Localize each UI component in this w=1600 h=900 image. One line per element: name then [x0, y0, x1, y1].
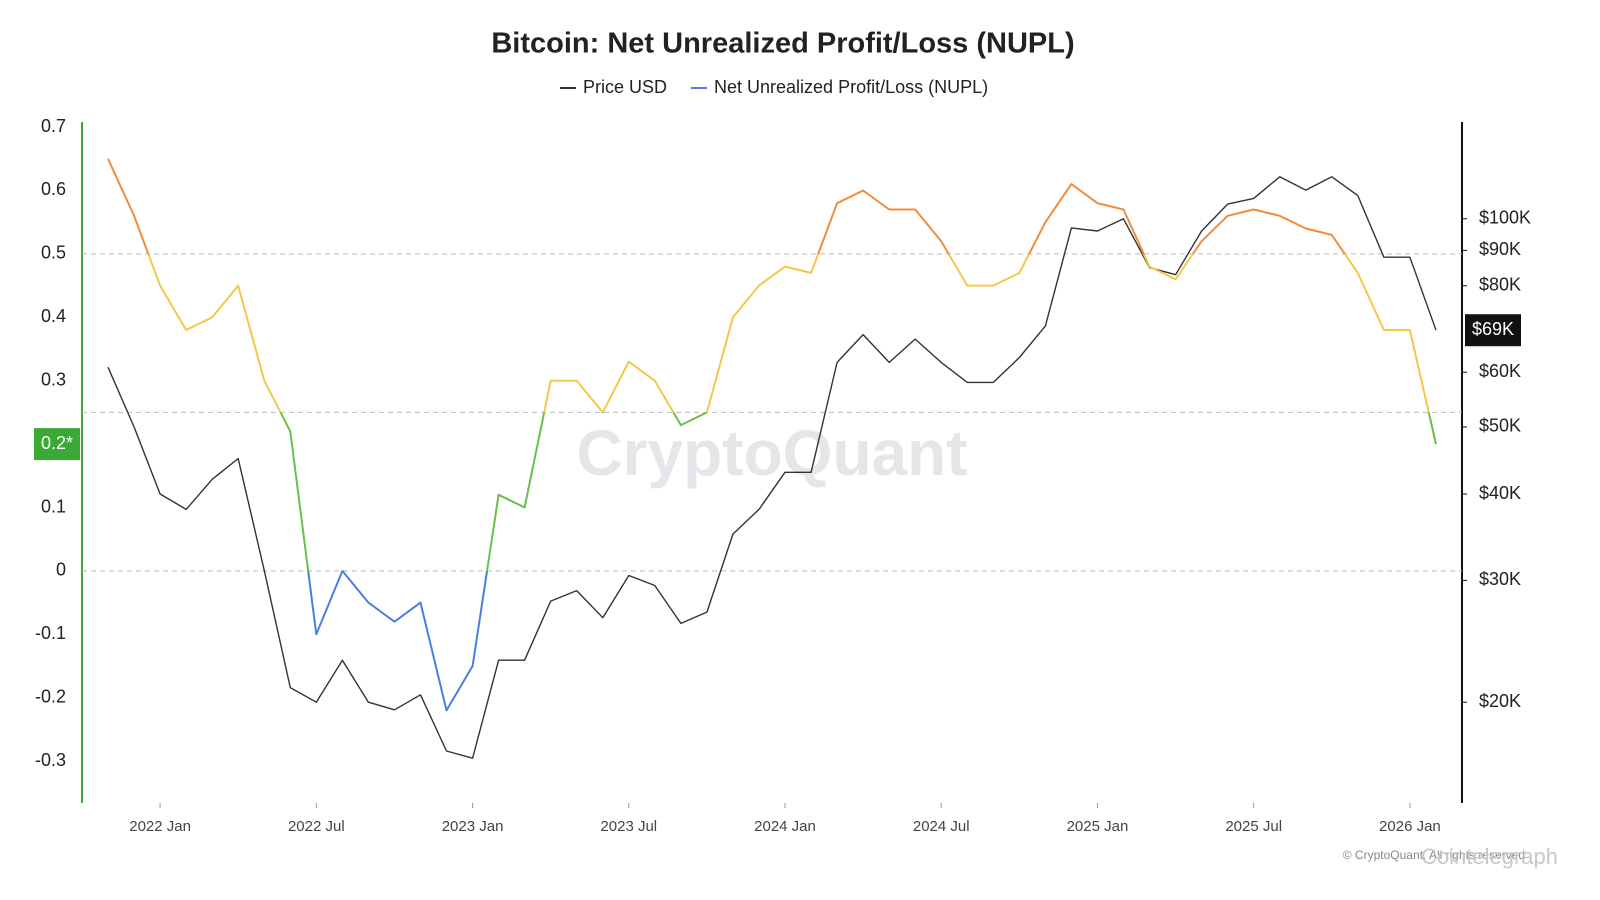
- x-tick-label: 2024 Jul: [913, 818, 970, 835]
- y-tick-label: 0.7: [41, 116, 66, 136]
- x-tick-label: 2026 Jan: [1379, 818, 1441, 835]
- series-line: [107, 158, 1437, 712]
- y-tick-label: -0.2: [35, 686, 66, 706]
- y2-tick-label: $40K: [1479, 483, 1521, 503]
- y2-tick-label: $30K: [1479, 569, 1521, 589]
- annotation-label: $69K: [1472, 319, 1514, 339]
- chart-title: Bitcoin: Net Unrealized Profit/Loss (NUP…: [491, 28, 1074, 60]
- y-tick-label: 0.1: [41, 496, 66, 516]
- y-tick-label: 0.4: [41, 306, 66, 326]
- x-tick-label: 2024 Jan: [754, 818, 816, 835]
- y-tick-label: 0.6: [41, 179, 66, 199]
- y-tick-label: 0.5: [41, 243, 66, 263]
- annotation-badge: [34, 428, 80, 461]
- footer: © CryptoQuant. All rights reserved: [1343, 848, 1525, 862]
- series-line: [107, 176, 1437, 759]
- x-tick-label: 2025 Jan: [1067, 818, 1129, 835]
- y2-tick-label: $60K: [1479, 361, 1521, 381]
- y2-tick-label: $100K: [1479, 208, 1531, 228]
- x-tick-label: 2025 Jul: [1225, 818, 1282, 835]
- x-tick-label: 2022 Jan: [129, 818, 191, 835]
- y-tick-label: 0: [56, 560, 66, 580]
- x-tick-label: 2023 Jul: [600, 818, 657, 835]
- source: Cointelegraph: [1421, 844, 1558, 869]
- y-tick-label: 0.3: [41, 369, 66, 389]
- watermark: CryptoQuant: [576, 417, 967, 489]
- annotation-label: 0.2*: [41, 433, 73, 453]
- legend-label: Net Unrealized Profit/Loss (NUPL): [714, 77, 988, 97]
- x-tick-label: 2023 Jan: [442, 818, 504, 835]
- y2-tick-label: $80K: [1479, 275, 1521, 295]
- annotation-badge: [1465, 314, 1521, 347]
- y2-tick-label: $90K: [1479, 239, 1521, 259]
- y-tick-label: -0.1: [35, 623, 66, 643]
- x-tick-label: 2022 Jul: [288, 818, 345, 835]
- y-tick-label: -0.3: [35, 750, 66, 770]
- y2-tick-label: $20K: [1479, 691, 1521, 711]
- legend-label: Price USD: [583, 77, 667, 97]
- y2-tick-label: $50K: [1479, 416, 1521, 436]
